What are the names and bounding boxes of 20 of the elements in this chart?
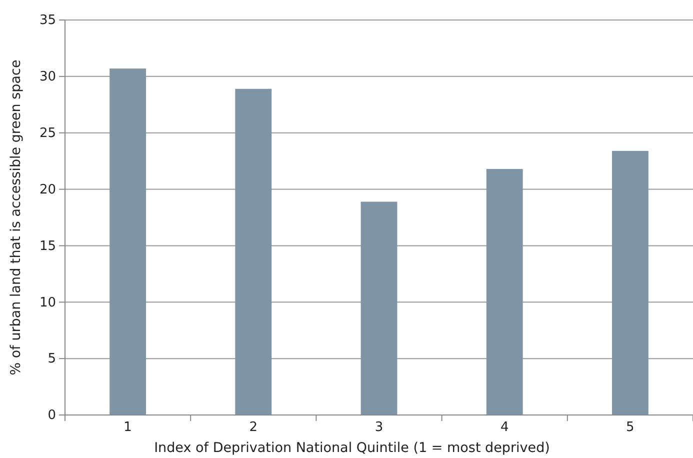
- y-tick-label: 15: [39, 238, 56, 254]
- y-tick-label: 10: [39, 295, 56, 310]
- bar: [360, 202, 398, 415]
- y-tick-label: 35: [39, 13, 56, 28]
- bar: [110, 68, 146, 415]
- x-tick-label: 5: [626, 420, 634, 435]
- x-tick-label: 4: [500, 420, 509, 435]
- x-tick-label: 3: [374, 420, 384, 435]
- x-tick-label: 1: [124, 420, 132, 435]
- bar: [612, 150, 648, 415]
- y-tick-label: 5: [48, 352, 56, 367]
- y-tick-label: 30: [39, 70, 56, 85]
- y-axis-title: % of urban land that is accessible green space: [8, 60, 24, 376]
- y-tick-label: 25: [39, 126, 56, 142]
- bar: [486, 168, 523, 415]
- x-tick-label: 2: [249, 420, 258, 435]
- x-axis-title: Index of Deprivation National Quintile (1 = most deprived): [154, 440, 550, 456]
- bar: [235, 88, 272, 415]
- y-tick-label: 20: [39, 182, 56, 198]
- y-tick-label: 0: [48, 408, 56, 424]
